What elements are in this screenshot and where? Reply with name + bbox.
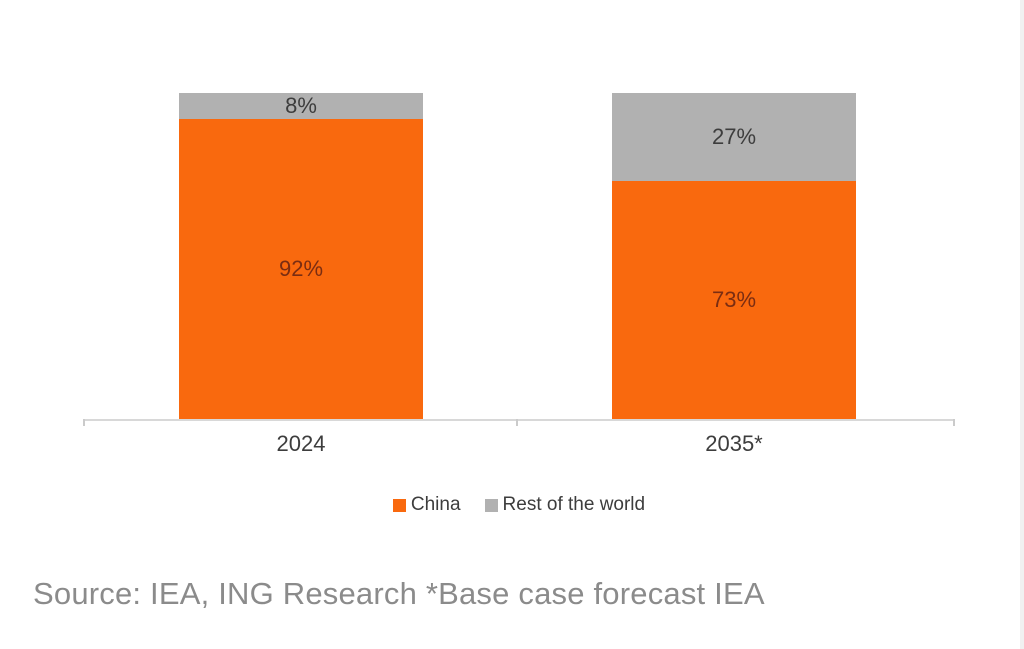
legend-item-rest-of-the-world: Rest of the world — [484, 494, 646, 516]
x-axis-tick — [516, 419, 518, 426]
segment-value-label: 92% — [278, 256, 324, 282]
legend-label: Rest of the world — [502, 494, 646, 515]
legend: China Rest of the world — [83, 494, 955, 516]
segment-china: 92% — [179, 119, 423, 419]
segment-value-label: 8% — [285, 93, 317, 119]
legend-swatch-rest-of-the-world — [484, 498, 498, 512]
segment-value-label: 73% — [711, 287, 757, 312]
x-axis-tick — [83, 419, 85, 426]
legend-swatch-china — [392, 498, 406, 512]
stacked-bar-2035: 27% 73% — [612, 93, 856, 419]
stacked-bar-2024: 8% 92% — [179, 93, 423, 419]
category-label-2024: 2024 — [276, 431, 326, 456]
category-label-2035: 2035* — [705, 431, 763, 456]
legend-label: China — [410, 494, 461, 515]
segment-value-label: 27% — [711, 124, 757, 149]
segment-rest-of-the-world: 8% — [179, 93, 423, 120]
legend-item-china: China — [392, 494, 461, 516]
screenshot-edge-artifact — [1020, 0, 1024, 649]
segment-china: 73% — [612, 181, 856, 419]
x-axis-tick — [953, 419, 955, 426]
x-axis-line — [83, 419, 955, 421]
source-note: Source: IEA, ING Research *Base case for… — [33, 576, 765, 611]
segment-rest-of-the-world: 27% — [612, 93, 856, 182]
